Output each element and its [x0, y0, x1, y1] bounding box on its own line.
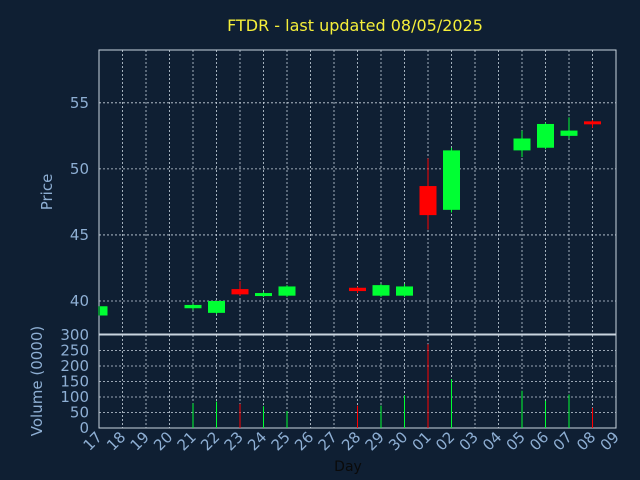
- volume-tick-label: 100: [60, 388, 89, 406]
- x-tick-label: 27: [315, 428, 341, 454]
- x-tick-label: 25: [268, 428, 294, 454]
- volume-tick-label: 300: [60, 326, 89, 344]
- candle-body: [372, 285, 390, 296]
- price-y-ticks: 40 45 50 55: [70, 94, 89, 310]
- price-tick-label: 45: [70, 226, 89, 244]
- volume-tick-label: 0: [79, 419, 89, 437]
- candle-body: [208, 300, 225, 313]
- candle-body: [443, 150, 460, 210]
- x-tick-label: 05: [503, 428, 529, 454]
- candle-body: [231, 289, 249, 295]
- x-tick-label: 08: [573, 428, 599, 454]
- candle: [584, 120, 601, 128]
- price-tick-label: 50: [70, 160, 89, 178]
- volume-axis-label: Volume (0000): [28, 326, 46, 436]
- x-tick-label: 24: [244, 428, 270, 454]
- x-tick-label: 28: [338, 428, 364, 454]
- price-plot-frame: [98, 49, 617, 335]
- x-ticks: 1718192021222324252627282930010203040506…: [80, 428, 623, 454]
- candle: [419, 158, 437, 230]
- volume-tick-label: 50: [70, 404, 89, 422]
- candle-body: [419, 186, 437, 216]
- candle-body: [349, 287, 366, 292]
- price-tick-label: 40: [70, 292, 89, 310]
- x-tick-label: 23: [221, 428, 247, 454]
- candle: [396, 283, 413, 298]
- x-tick-label: 18: [103, 428, 129, 454]
- price-axis-label: Price: [38, 174, 56, 211]
- candle: [560, 117, 578, 139]
- candle-body: [513, 138, 531, 151]
- candle: [537, 122, 554, 150]
- x-tick-label: 07: [550, 428, 576, 454]
- candle-body: [396, 286, 413, 296]
- candle-body: [100, 306, 108, 316]
- price-tick-label: 55: [70, 94, 89, 112]
- candle: [349, 286, 366, 294]
- candle-body: [255, 293, 272, 297]
- x-tick-label: 09: [597, 428, 623, 454]
- candle: [231, 281, 249, 296]
- candle: [255, 291, 272, 298]
- candle: [513, 130, 531, 157]
- x-tick-label: 02: [432, 428, 458, 454]
- x-tick-label: 22: [197, 428, 223, 454]
- candle-body: [278, 286, 296, 296]
- x-axis-label: Day: [334, 459, 362, 475]
- candle: [184, 303, 202, 311]
- x-tick-label: 26: [291, 428, 317, 454]
- x-tick-label: 04: [479, 428, 505, 454]
- candle: [208, 300, 225, 315]
- x-tick-label: 29: [362, 428, 388, 454]
- volume-tick-label: 250: [60, 342, 89, 360]
- chart-title: FTDR - last updated 08/05/2025: [227, 16, 483, 35]
- volume-tick-label: 200: [60, 357, 89, 375]
- x-tick-label: 06: [526, 428, 552, 454]
- candle: [372, 283, 390, 298]
- candle: [98, 306, 108, 316]
- x-tick-label: 19: [127, 428, 153, 454]
- candles: [98, 117, 601, 316]
- volume-tick-label: 150: [60, 373, 89, 391]
- candle-body: [584, 121, 601, 125]
- x-tick-label: 20: [150, 428, 176, 454]
- x-tick-label: 30: [385, 428, 411, 454]
- x-tick-label: 01: [409, 428, 435, 454]
- candle-body: [560, 130, 578, 136]
- candle: [278, 285, 296, 298]
- x-tick-label: 03: [456, 428, 482, 454]
- candle-body: [184, 304, 202, 309]
- candle: [443, 147, 460, 213]
- volume-bars: [192, 344, 593, 428]
- x-tick-label: 21: [174, 428, 200, 454]
- candle-body: [537, 123, 554, 148]
